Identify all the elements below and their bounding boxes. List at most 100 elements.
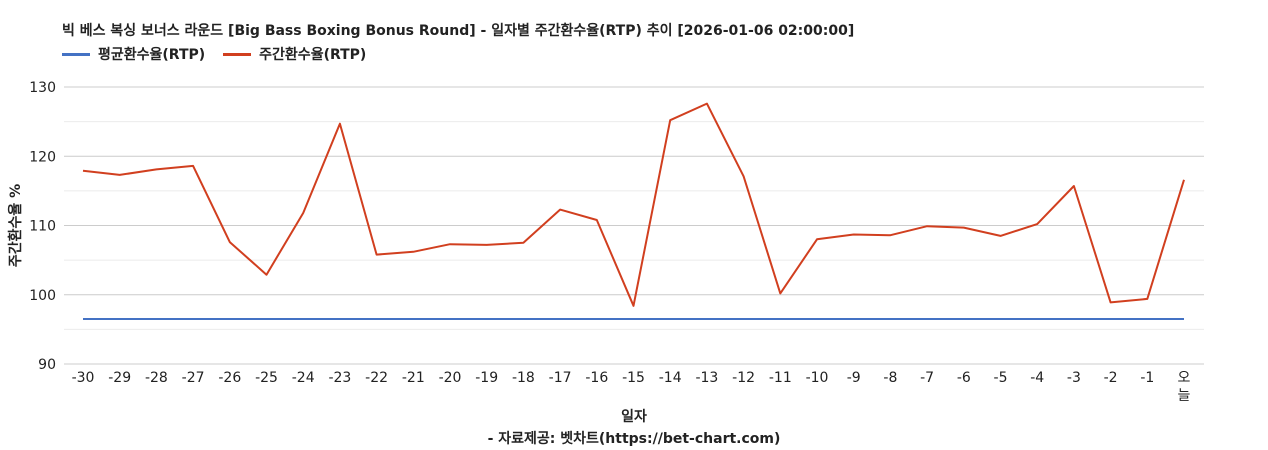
data-point-average[interactable] [153, 316, 159, 322]
data-point-average[interactable] [264, 316, 270, 322]
x-tick-label: -3 [1067, 370, 1081, 386]
data-point-average[interactable] [190, 316, 196, 322]
data-point-weekly[interactable] [594, 217, 600, 223]
data-point-weekly[interactable] [1144, 296, 1150, 302]
data-point-weekly[interactable] [961, 225, 967, 231]
data-point-average[interactable] [1108, 316, 1114, 322]
x-tick-label: -11 [769, 370, 792, 386]
data-point-weekly[interactable] [557, 207, 563, 213]
data-point-average[interactable] [741, 316, 747, 322]
data-point-weekly[interactable] [190, 163, 196, 169]
legend: 평균환수율(RTP) 주간환수율(RTP) [62, 44, 366, 64]
data-point-average[interactable] [227, 316, 233, 322]
x-tick-label: -2 [1104, 370, 1118, 386]
data-point-average[interactable] [337, 316, 343, 322]
data-point-average[interactable] [300, 316, 306, 322]
data-point-average[interactable] [1071, 316, 1077, 322]
x-tick-label: -21 [402, 370, 425, 386]
x-tick-label: -19 [475, 370, 498, 386]
x-tick-label: -20 [439, 370, 462, 386]
x-tick-label: -9 [847, 370, 861, 386]
data-point-average[interactable] [484, 316, 490, 322]
data-point-average[interactable] [80, 316, 86, 322]
x-tick-label: -27 [182, 370, 205, 386]
data-point-weekly[interactable] [887, 232, 893, 238]
data-point-weekly[interactable] [410, 249, 416, 255]
data-point-weekly[interactable] [1071, 183, 1077, 189]
data-point-average[interactable] [887, 316, 893, 322]
data-point-weekly[interactable] [337, 121, 343, 127]
y-tick-label: 120 [29, 149, 56, 165]
data-point-weekly[interactable] [851, 232, 857, 238]
data-point-average[interactable] [777, 316, 783, 322]
x-tick-label: -1 [1140, 370, 1154, 386]
data-point-average[interactable] [1181, 316, 1187, 322]
y-tick-label: 110 [29, 219, 56, 235]
data-point-average[interactable] [667, 316, 673, 322]
data-point-average[interactable] [557, 316, 563, 322]
data-point-average[interactable] [814, 316, 820, 322]
legend-item-weekly[interactable]: 주간환수율(RTP) [223, 44, 366, 64]
x-tick-label: -14 [659, 370, 682, 386]
data-point-weekly[interactable] [777, 290, 783, 296]
data-point-average[interactable] [410, 316, 416, 322]
data-point-weekly[interactable] [153, 166, 159, 172]
x-tick-label: -8 [883, 370, 897, 386]
x-tick-label: -4 [1030, 370, 1044, 386]
data-point-weekly[interactable] [814, 236, 820, 242]
data-point-weekly[interactable] [447, 241, 453, 247]
data-point-average[interactable] [851, 316, 857, 322]
data-point-weekly[interactable] [300, 210, 306, 216]
data-point-average[interactable] [704, 316, 710, 322]
data-point-average[interactable] [1144, 316, 1150, 322]
x-tick-label: -15 [622, 370, 645, 386]
series-line-weekly[interactable] [82, 102, 1185, 307]
data-point-average[interactable] [447, 316, 453, 322]
x-tick-label: -18 [512, 370, 535, 386]
data-point-average[interactable] [631, 316, 637, 322]
data-point-weekly[interactable] [1181, 177, 1187, 183]
x-tick-label: -12 [732, 370, 755, 386]
data-point-average[interactable] [594, 316, 600, 322]
legend-item-average[interactable]: 평균환수율(RTP) [62, 44, 205, 64]
data-point-weekly[interactable] [704, 101, 710, 107]
x-tick-label: -24 [292, 370, 315, 386]
data-point-weekly[interactable] [117, 172, 123, 178]
data-point-weekly[interactable] [1108, 299, 1114, 305]
data-point-average[interactable] [374, 316, 380, 322]
x-tick-label: 오 [1178, 370, 1191, 386]
data-point-weekly[interactable] [484, 242, 490, 248]
data-point-weekly[interactable] [924, 223, 930, 229]
x-tick-label: -7 [920, 370, 934, 386]
y-axis-title: 주간환수율 % [7, 184, 24, 267]
chart-title: 빅 베스 복싱 보너스 라운드 [Big Bass Boxing Bonus R… [62, 23, 855, 39]
x-tick-label: -13 [695, 370, 718, 386]
x-tick-label: -25 [255, 370, 278, 386]
x-tick-label-cont: 늘 [1178, 388, 1191, 404]
data-point-average[interactable] [924, 316, 930, 322]
x-tick-label: -5 [994, 370, 1008, 386]
data-point-weekly[interactable] [520, 240, 526, 246]
x-tick-label: -10 [806, 370, 829, 386]
data-point-average[interactable] [961, 316, 967, 322]
x-tick-label: -17 [549, 370, 572, 386]
data-point-average[interactable] [117, 316, 123, 322]
data-point-weekly[interactable] [667, 117, 673, 123]
x-tick-label: -29 [108, 370, 131, 386]
data-point-weekly[interactable] [631, 303, 637, 309]
data-point-weekly[interactable] [227, 239, 233, 245]
x-tick-label: -26 [218, 370, 241, 386]
data-point-average[interactable] [998, 316, 1004, 322]
x-tick-label: -23 [328, 370, 351, 386]
data-point-average[interactable] [1034, 316, 1040, 322]
data-point-average[interactable] [520, 316, 526, 322]
data-point-weekly[interactable] [741, 173, 747, 179]
data-point-weekly[interactable] [80, 168, 86, 174]
x-tick-label: -22 [365, 370, 388, 386]
x-axis-label: 일자 [621, 409, 647, 425]
data-point-weekly[interactable] [1034, 221, 1040, 227]
data-point-weekly[interactable] [998, 233, 1004, 239]
data-point-weekly[interactable] [264, 272, 270, 278]
data-point-weekly[interactable] [374, 252, 380, 258]
